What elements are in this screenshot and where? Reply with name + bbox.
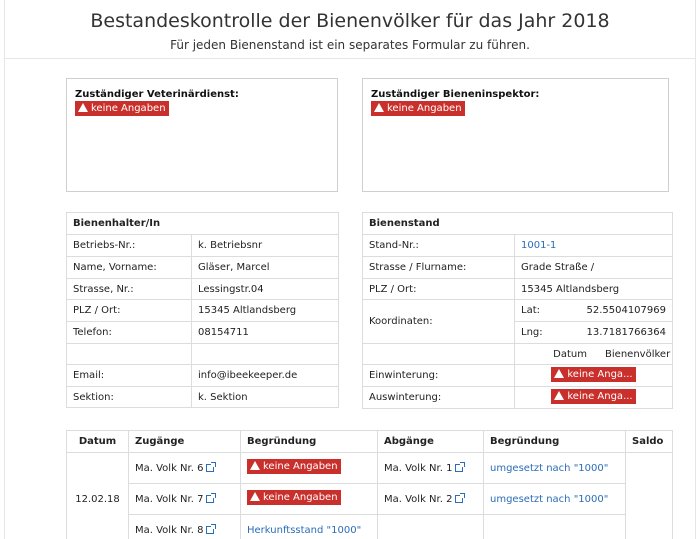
zugang-grund-link[interactable]: Herkunftsstand "1000" (240, 514, 378, 539)
table-row: Datum Bienenvölker (362, 343, 673, 365)
movements-table: Datum Zugänge Begründung Abgänge Begründ… (66, 430, 673, 539)
warning-icon (78, 103, 88, 112)
veterinaer-box: Zuständiger Veterinärdienst: keine Angab… (66, 78, 338, 192)
external-link-icon[interactable] (455, 461, 466, 472)
header-divider (4, 58, 696, 59)
inspektor-badge: keine Angaben (371, 101, 465, 120)
external-link-icon[interactable] (206, 523, 217, 534)
stand-nr-link[interactable]: 1001-1 (514, 234, 673, 257)
page-border-left (4, 0, 5, 539)
movement-date: 12.02.18 (66, 452, 129, 539)
page-subtitle: Für jeden Bienenstand ist ein separates … (170, 38, 530, 52)
bienenhalter-heading: Bienenhalter/In (66, 212, 339, 235)
abgang-grund-link[interactable]: umgesetzt nach "1000" (483, 452, 626, 484)
table-row: Stand-Nr.: 1001-1 (362, 234, 673, 257)
external-link-icon[interactable] (206, 492, 217, 503)
warning-icon (554, 368, 565, 378)
table-row (66, 343, 339, 365)
abgang-grund-link[interactable]: umgesetzt nach "1000" (483, 483, 626, 515)
zugang-grund-badge: keine Angaben (247, 490, 341, 505)
voelker-header: Bienenvölker (605, 348, 671, 360)
table-row: Sektion: k. Sektion (66, 386, 339, 408)
table-row: 12.02.18 Ma. Volk Nr. 6 keine Angaben Ma… (66, 452, 673, 539)
bienenstand-table: Bienenstand Stand-Nr.: 1001-1 Strasse / … (362, 212, 673, 409)
warning-icon (250, 492, 260, 501)
table-row: Betriebs-Nr.: k. Betriebsnr (66, 234, 339, 257)
inspektor-title: Zuständiger Bieneninspektor: (371, 89, 540, 100)
page-border-right (695, 0, 696, 539)
table-row: Strasse, Nr.: Lessingstr.04 (66, 278, 339, 300)
external-link-icon[interactable] (206, 461, 217, 472)
table-row: Email: info@ibeekeeper.de (66, 364, 339, 387)
external-link-icon[interactable] (455, 492, 466, 503)
einwinterung-badge: keine Anga... (551, 366, 636, 382)
table-row: Ma. Volk Nr. 7 keine Angaben Ma. Volk Nr… (67, 483, 673, 515)
table-row: Ma. Volk Nr. 8 Herkunftsstand "1000" (67, 514, 673, 539)
warning-icon (250, 461, 260, 470)
warning-icon (554, 390, 565, 400)
bienenstand-heading: Bienenstand (362, 212, 673, 235)
veterinaer-title: Zuständiger Veterinärdienst: (75, 89, 239, 100)
table-row: PLZ / Ort: 15345 Altlandsberg (66, 299, 339, 322)
zugang-grund-badge: keine Angaben (247, 459, 341, 474)
warning-icon (374, 103, 384, 112)
table-row: Strasse / Flurname: Grade Straße / (362, 256, 673, 279)
table-row: Koordinaten: Lat: 52.5504107969 (362, 299, 673, 344)
veterinaer-badge: keine Angaben (75, 101, 169, 120)
bienenhalter-table: Bienenhalter/In Betriebs-Nr.: k. Betriebs… (66, 212, 339, 408)
auswinterung-badge: keine Anga... (551, 388, 636, 404)
table-row: Telefon: 08154711 (66, 321, 339, 344)
table-row: Auswinterung: keine Anga... (362, 386, 673, 409)
datum-header: Datum (553, 348, 587, 360)
table-row: Einwinterung: keine Anga... (362, 364, 673, 387)
inspektor-box: Zuständiger Bieneninspektor: keine Angab… (362, 78, 669, 192)
table-row: Lng: 13.7181766364 (363, 321, 673, 344)
table-row: PLZ / Ort: 15345 Altlandsberg (362, 278, 673, 300)
table-row: Name, Vorname: Gläser, Marcel (66, 256, 339, 279)
page-title: Bestandeskontrolle der Bienenvölker für … (90, 10, 610, 32)
